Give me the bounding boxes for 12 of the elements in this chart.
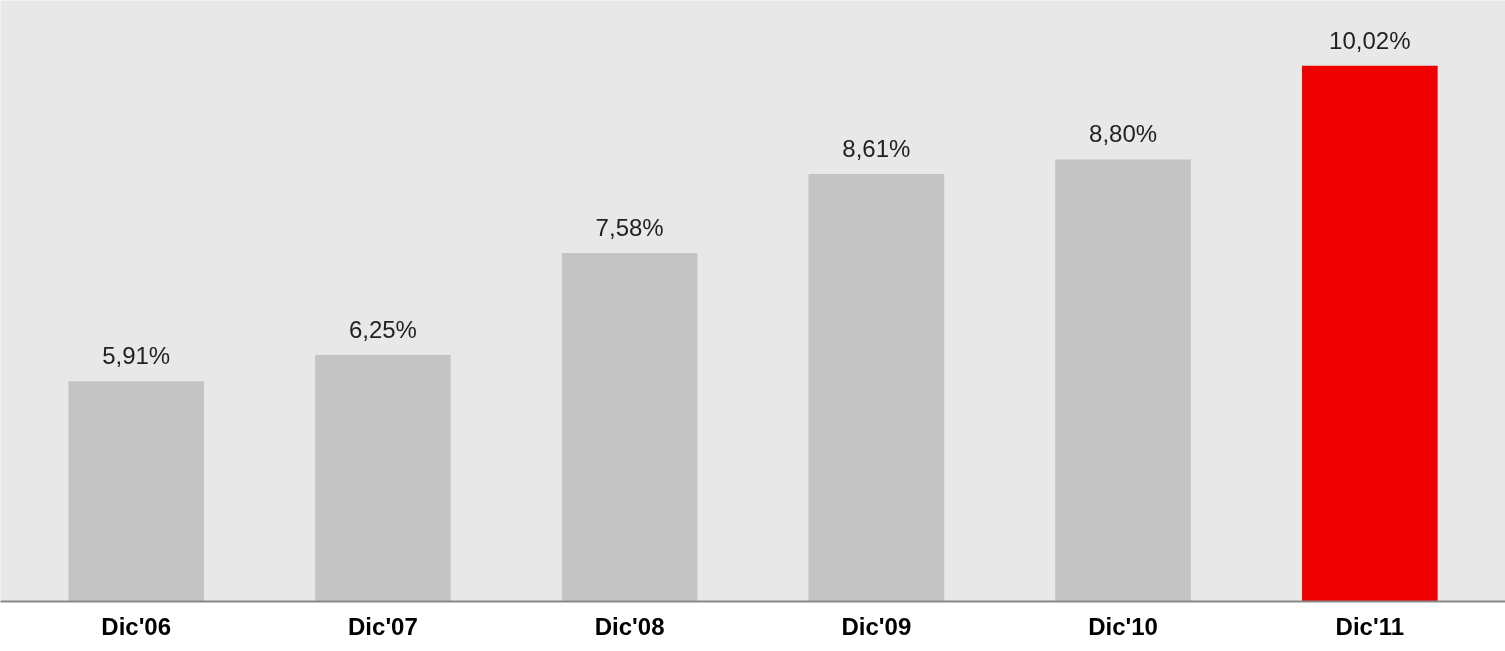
data-label: 5,91% [102,342,171,370]
x-tick-label: Dic'11 [1335,612,1405,640]
data-label: 8,61% [842,134,911,162]
x-tick-label: Dic'09 [841,612,912,640]
data-label: 10,02% [1329,26,1411,54]
x-tick-label: Dic'07 [348,612,418,640]
data-label: 7,58% [595,214,664,242]
data-label: 8,80% [1089,120,1158,148]
x-tick-label: Dic'08 [594,612,665,640]
data-label: 6,25% [348,316,417,344]
x-tick-label: Dic'10 [1088,612,1158,640]
x-tick-label: Dic'06 [101,612,172,640]
